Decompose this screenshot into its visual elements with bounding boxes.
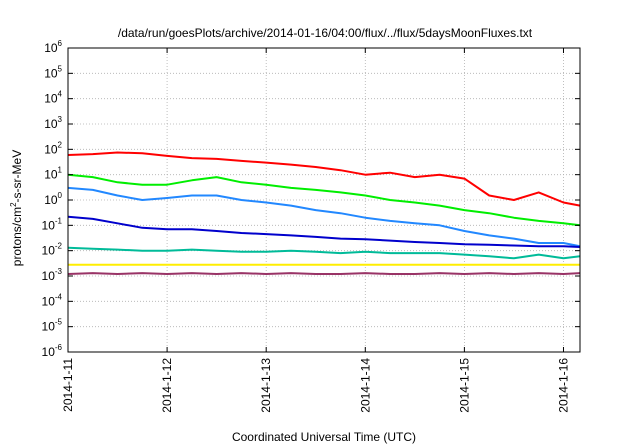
- y-tick-label: 10-3: [42, 267, 63, 283]
- y-axis-label-post: -s-sr-MeV: [10, 150, 24, 203]
- series-group: [67, 151, 581, 275]
- y-tick-label: 100: [44, 191, 62, 207]
- x-tick-label: 2014-1-15: [457, 358, 471, 413]
- series-line-2: [67, 173, 581, 227]
- x-tick-label: 2014-1-12: [160, 358, 174, 413]
- x-tick-label: 2014-1-16: [556, 358, 570, 413]
- series-line-5: [67, 246, 581, 260]
- y-tick-label: 10-6: [42, 343, 63, 359]
- series-line-4: [67, 215, 581, 248]
- grid: [68, 48, 580, 352]
- x-axis-label: Coordinated Universal Time (UTC): [232, 430, 416, 444]
- y-tick-label: 101: [44, 166, 62, 182]
- y-axis-label-pre: protons/cm: [10, 207, 24, 266]
- y-tick-label: 106: [44, 39, 62, 55]
- y-axis-label: protons/cm2-s-sr-MeV: [9, 150, 24, 266]
- y-tick-label: 10-5: [42, 318, 63, 334]
- x-tick-label: 2014-1-14: [358, 358, 372, 413]
- y-tick-label: 104: [44, 90, 62, 106]
- x-tick-label: 2014-1-13: [259, 358, 273, 413]
- y-tick-label: 103: [44, 115, 62, 131]
- x-axis: 2014-1-11 2014-1-12 2014-1-13 2014-1-14 2014…: [61, 48, 570, 413]
- y-axis: 10-6 10-5 10-4 10-3 10-2 10-1 100 101 102 103 104 1…: [42, 39, 580, 359]
- series-line-7: [67, 272, 581, 275]
- y-tick-label: 102: [44, 140, 62, 156]
- y-tick-label: 10-1: [42, 216, 63, 232]
- series-line-3: [67, 186, 581, 248]
- x-tick-label: 2014-1-11: [61, 358, 75, 412]
- chart-title: /data/run/goesPlots/archive/2014-01-16/0…: [118, 26, 533, 40]
- y-tick-label: 105: [44, 64, 62, 80]
- y-axis-label-sup: 2: [9, 202, 18, 207]
- y-tick-label: 10-4: [42, 292, 63, 308]
- y-tick-label: 10-2: [42, 242, 63, 258]
- series-line-1: [67, 151, 581, 207]
